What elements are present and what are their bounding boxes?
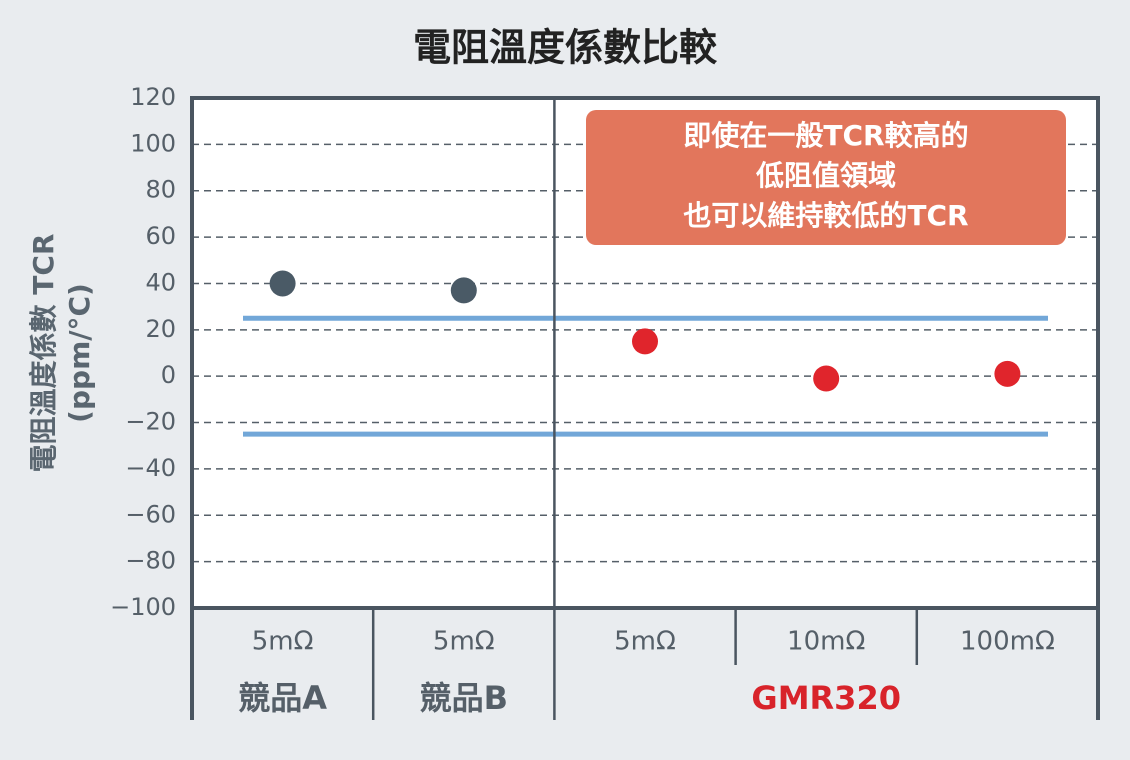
point	[269, 270, 296, 297]
y-tick-label: 120	[130, 83, 176, 111]
annotation-text: 也可以維持較低的TCR	[683, 199, 968, 232]
point	[813, 365, 840, 392]
y-tick-label: −100	[110, 593, 176, 621]
y-tick-label: 100	[130, 129, 176, 157]
y-tick-label: 60	[145, 222, 176, 250]
annotation-box	[586, 110, 1066, 245]
annotation-text: 即使在一般TCR較高的	[683, 119, 968, 152]
point	[632, 328, 658, 355]
y-axis-label: 電阻溫度係數 TCR (ppm/°C)	[27, 234, 96, 473]
y-tick-label: −20	[125, 408, 176, 436]
y-axis-label-line: 電阻溫度係數 TCR	[27, 234, 60, 473]
group-label: 競品B	[420, 679, 508, 717]
y-tick-label: −80	[125, 547, 176, 575]
point	[994, 360, 1021, 387]
x-tick-label: 10mΩ	[787, 627, 865, 657]
annotation-text: 低阻值領域	[755, 159, 896, 192]
y-tick-label: 40	[145, 268, 176, 296]
point	[450, 277, 477, 304]
x-tick-label: 5mΩ	[614, 627, 676, 657]
group-label: 競品A	[238, 679, 327, 717]
x-tick-label: 5mΩ	[433, 627, 495, 657]
y-tick-label: 20	[145, 315, 176, 343]
y-tick-label: −40	[125, 454, 176, 482]
x-tick-label: 5mΩ	[252, 627, 314, 657]
y-tick-label: −60	[125, 500, 176, 528]
y-tick-label: 0	[161, 361, 176, 389]
chart-title: 電阻溫度係數比較	[413, 26, 718, 70]
group-label: GMR320	[751, 679, 901, 717]
x-tick-label: 100mΩ	[960, 627, 1055, 657]
y-tick-label: 80	[145, 176, 176, 204]
y-axis-label-line: (ppm/°C)	[63, 283, 96, 423]
